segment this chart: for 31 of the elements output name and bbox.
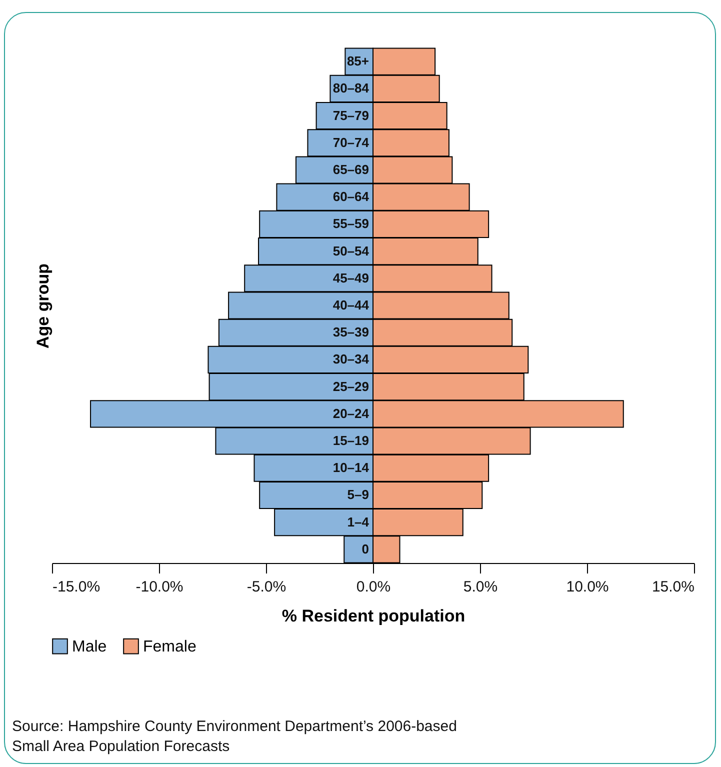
legend-label: Male [72,638,107,656]
y-tick-label: 45–49 [332,270,369,286]
y-tick-label: 5–9 [347,487,369,502]
x-tick-label: 5.0% [463,578,498,596]
legend-label: Female [143,638,196,656]
y-tick-label: 15–19 [332,433,369,448]
y-tick-label: 20–24 [332,406,370,421]
y-tick-label: 35–39 [332,324,369,340]
y-tick-label: 50–54 [332,243,370,258]
x-axis-title: % Resident population [282,606,466,626]
x-tick-label: 0.0% [356,578,391,596]
y-tick-label: 60–64 [332,189,370,204]
y-tick-label: 1–4 [347,514,370,530]
x-tick-label: -5.0% [246,578,286,596]
y-tick-label: 70–74 [332,134,370,150]
x-tick-label: -15.0% [52,578,100,596]
x-tick-label: -10.0% [136,578,184,596]
y-tick-label: 40–44 [332,298,370,312]
y-tick-label: 85+ [346,54,370,69]
y-tick-label: 25–29 [332,378,369,394]
x-tick-label: 15.0% [652,578,694,596]
source-note: Source: Hampshire County Environment Department’s 2006-based Small Area Population Forecasts [12,717,458,757]
y-tick-label: 75–79 [332,108,369,123]
y-tick-label: 65–69 [332,162,369,177]
y-tick-label: 55–59 [332,216,369,232]
y-tick-label: 30–34 [332,352,370,367]
x-tick-label: 10.0% [566,578,609,596]
y-axis-title: Age group [34,264,52,348]
y-tick-label: 0 [362,541,369,556]
y-tick-label: 10–14 [332,460,370,476]
y-tick-label: 80–84 [332,80,370,96]
